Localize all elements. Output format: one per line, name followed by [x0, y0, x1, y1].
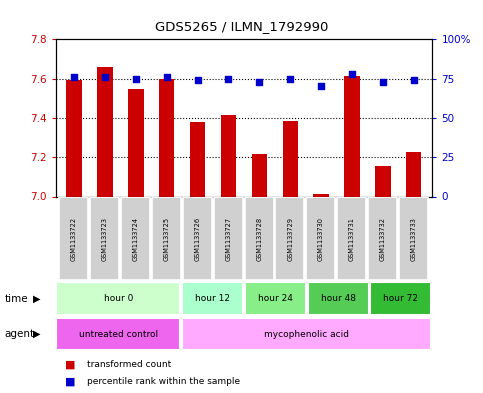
- Point: [70, 74, 78, 80]
- Point: [286, 75, 294, 82]
- Bar: [221, 115, 236, 196]
- Point: [163, 74, 170, 80]
- FancyBboxPatch shape: [183, 197, 212, 280]
- Text: GDS5265 / ILMN_1792990: GDS5265 / ILMN_1792990: [155, 20, 328, 33]
- Text: transformed count: transformed count: [87, 360, 171, 369]
- Text: ■: ■: [65, 376, 76, 386]
- Bar: [66, 79, 82, 196]
- Bar: [406, 152, 422, 196]
- Point: [410, 77, 418, 83]
- Text: GSM1133731: GSM1133731: [349, 217, 355, 261]
- Bar: [128, 90, 143, 196]
- Text: GSM1133722: GSM1133722: [71, 217, 77, 261]
- Bar: [283, 121, 298, 196]
- FancyBboxPatch shape: [370, 283, 431, 315]
- Text: GSM1133725: GSM1133725: [164, 217, 170, 261]
- Text: hour 24: hour 24: [258, 294, 293, 303]
- Point: [132, 75, 140, 82]
- FancyBboxPatch shape: [275, 197, 304, 280]
- FancyBboxPatch shape: [308, 283, 369, 315]
- FancyBboxPatch shape: [213, 197, 242, 280]
- FancyBboxPatch shape: [337, 197, 366, 280]
- Text: untreated control: untreated control: [79, 330, 158, 338]
- FancyBboxPatch shape: [182, 283, 243, 315]
- FancyBboxPatch shape: [368, 197, 397, 280]
- FancyBboxPatch shape: [244, 197, 273, 280]
- Text: percentile rank within the sample: percentile rank within the sample: [87, 377, 240, 386]
- Point: [348, 71, 356, 77]
- Text: GSM1133733: GSM1133733: [411, 217, 417, 261]
- Bar: [190, 122, 205, 196]
- Bar: [375, 166, 391, 196]
- FancyBboxPatch shape: [245, 283, 306, 315]
- Bar: [313, 194, 329, 196]
- Text: ▶: ▶: [33, 329, 41, 339]
- Point: [194, 77, 201, 83]
- Text: ■: ■: [65, 360, 76, 370]
- Text: hour 12: hour 12: [195, 294, 230, 303]
- FancyBboxPatch shape: [90, 197, 119, 280]
- Bar: [159, 79, 174, 196]
- Point: [101, 74, 109, 80]
- Bar: [97, 67, 113, 196]
- Bar: [252, 154, 267, 196]
- Text: GSM1133726: GSM1133726: [195, 217, 200, 261]
- Bar: [344, 75, 360, 196]
- Point: [379, 79, 387, 85]
- FancyBboxPatch shape: [152, 197, 181, 280]
- Text: GSM1133724: GSM1133724: [133, 217, 139, 261]
- Text: hour 0: hour 0: [104, 294, 133, 303]
- Text: GSM1133732: GSM1133732: [380, 217, 386, 261]
- Point: [225, 75, 232, 82]
- Text: GSM1133730: GSM1133730: [318, 217, 324, 261]
- Text: GSM1133727: GSM1133727: [226, 217, 231, 261]
- FancyBboxPatch shape: [306, 197, 335, 280]
- FancyBboxPatch shape: [182, 318, 431, 350]
- Point: [317, 83, 325, 90]
- Text: ▶: ▶: [33, 294, 41, 304]
- Text: agent: agent: [5, 329, 35, 339]
- Text: GSM1133728: GSM1133728: [256, 217, 262, 261]
- Point: [256, 79, 263, 85]
- FancyBboxPatch shape: [57, 283, 180, 315]
- Text: hour 72: hour 72: [384, 294, 418, 303]
- Text: mycophenolic acid: mycophenolic acid: [264, 330, 349, 338]
- Text: hour 48: hour 48: [321, 294, 355, 303]
- FancyBboxPatch shape: [57, 318, 180, 350]
- FancyBboxPatch shape: [59, 197, 88, 280]
- FancyBboxPatch shape: [399, 197, 428, 280]
- Text: time: time: [5, 294, 28, 304]
- Text: GSM1133729: GSM1133729: [287, 217, 293, 261]
- FancyBboxPatch shape: [121, 197, 150, 280]
- Text: GSM1133723: GSM1133723: [102, 217, 108, 261]
